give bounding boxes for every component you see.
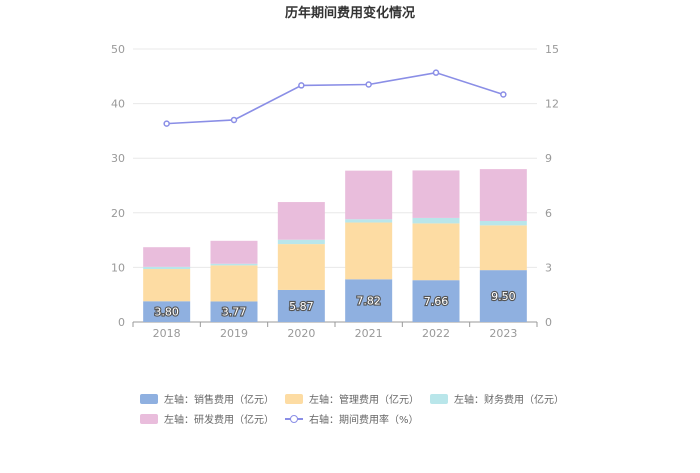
y-right-tick-label: 6 [545,207,552,220]
bar-segment [143,301,191,322]
bar-segment [143,266,191,270]
bar-segment [143,269,191,302]
bar-segment [345,170,393,220]
legend-swatch-rate [285,414,303,424]
y-left-tick-label: 10 [111,261,125,274]
legend-label-admin: 左轴：管理费用（亿元） [309,395,419,406]
rate-point [432,69,440,76]
rate-line [166,71,504,125]
bar-data-label: 3.77 [222,306,247,319]
legend-item-rnd[interactable]: 左轴：研发费用（亿元） [140,411,274,426]
legend-item-admin[interactable]: 左轴：管理费用（亿元） [285,391,419,406]
bar-segment [412,217,460,224]
legend-swatch-rnd [140,413,158,424]
y-right-tick-label: 9 [545,152,552,165]
rate-point [298,82,305,89]
bar-segment [345,222,393,280]
x-tick-label: 2020 [287,327,315,340]
bar-segment [210,263,258,266]
bar-segment [479,169,527,221]
bar-segment [210,265,258,302]
bar-segment [412,280,460,322]
legend-swatch-sales [140,393,158,404]
y-right-tick-label: 3 [545,261,552,274]
bar-data-label: 3.80 [154,306,179,319]
legend-item-finance[interactable]: 左轴：财务费用（亿元） [430,391,564,406]
x-tick-label: 2021 [355,327,383,340]
legend-swatch-admin [285,393,303,404]
bar-segment [277,289,325,322]
bar-data-label: 5.87 [289,300,314,313]
rate-point [365,81,372,88]
x-tick-label: 2019 [220,327,248,340]
bar-segment [277,202,325,240]
bar-segment [345,279,393,322]
legend-label-rnd: 左轴：研发费用（亿元） [164,415,274,426]
rate-point [163,120,170,127]
bar-segment [412,170,460,218]
y-left-tick-label: 30 [111,152,125,165]
legend-label-finance: 左轴：财务费用（亿元） [454,395,564,406]
y-right-tick-label: 15 [545,43,559,56]
x-tick-label: 2022 [422,327,450,340]
y-left-tick-label: 50 [111,43,125,56]
bar-segment [210,301,258,322]
bar-data-label: 7.66 [424,295,449,308]
x-tick-label: 2018 [153,327,181,340]
bar-segment [479,270,527,322]
bar-segment [345,219,393,223]
rate-point [500,91,507,98]
y-left-tick-label: 20 [111,207,125,220]
bar-data-label: 9.50 [491,290,516,303]
y-right-tick-label: 12 [545,98,559,111]
y-left-tick-label: 40 [111,98,125,111]
y-left-tick-label: 0 [118,316,125,329]
x-tick-label: 2023 [489,327,517,340]
chart-title: 历年期间费用变化情况 [285,5,415,21]
bar-segment [143,247,191,267]
bar-segment [479,220,527,226]
bar-segment [277,244,325,290]
bar-data-label: 7.82 [356,295,381,308]
bar-segment [210,240,258,264]
legend-item-rate[interactable]: 右轴：期间费用率（%） [285,411,419,426]
bar-segment [277,239,325,245]
legend-label-rate: 右轴：期间费用率（%） [309,415,419,426]
legend-swatch-finance [430,393,448,404]
bar-segment [412,223,460,281]
legend-item-sales[interactable]: 左轴：销售费用（亿元） [140,391,274,406]
y-right-tick-label: 0 [545,316,552,329]
legend-label-sales: 左轴：销售费用（亿元） [164,395,274,406]
bar-segment [479,225,527,271]
rate-point [230,116,238,124]
